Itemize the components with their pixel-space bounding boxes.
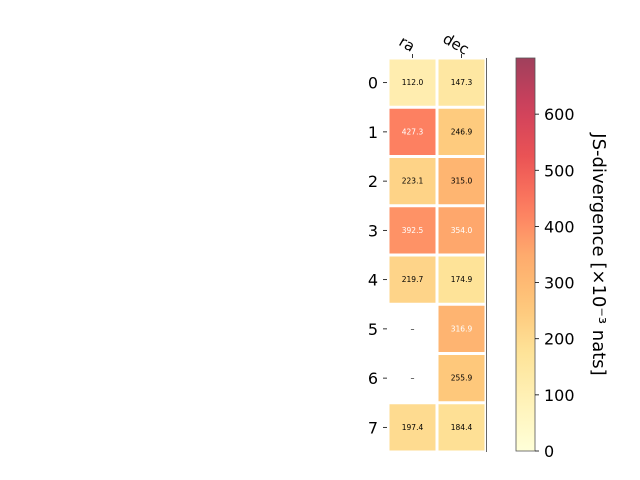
colorbar-label: JS-divergence [×10⁻³ nats] [588,132,609,375]
cell-value-label: 255.9 [451,374,473,383]
colorbar-tick-label: 100 [544,386,575,405]
cell-value-label: 246.9 [451,127,473,136]
heatmap-cell [438,404,485,451]
colorbar-tick-label: 600 [544,105,575,124]
heatmap-cell [438,207,485,254]
row-tick-label: 2 [368,172,378,191]
row-tick-label: 6 [368,369,378,388]
heatmap-cell [389,108,436,155]
cell-value-label: 197.4 [402,423,424,432]
colorbar-tick-label: 0 [544,442,554,461]
colorbar-bar [515,57,536,452]
colorbar-tick-label: 300 [544,274,575,293]
heatmap-cell [389,59,436,106]
column-tick-label: ra [396,32,418,55]
heatmap-cell [438,108,485,155]
heatmap-cell [438,355,485,402]
cell-value-label: 112.0 [402,78,424,87]
row-tick-label: 0 [368,74,378,93]
cell-value-label: 316.9 [451,324,473,333]
row-tick-label: 1 [368,123,378,142]
heatmap-cell [389,404,436,451]
heatmap-cell [389,207,436,254]
cell-value-label: 354.0 [451,226,473,235]
cell-value-label: 315.0 [451,177,473,186]
cell-missing-label: – [411,324,415,333]
row-tick-label: 5 [368,320,378,339]
cell-value-label: 219.7 [402,275,424,284]
cell-value-label: 392.5 [402,226,424,235]
column-tick-label: dec [440,30,472,59]
colorbar-tick-label: 200 [544,330,575,349]
heatmap-cell [438,256,485,303]
colorbar-tick-label: 500 [544,161,575,180]
row-tick-label: 3 [368,221,378,240]
cell-value-label: 223.1 [402,177,424,186]
heatmap-cell [438,158,485,205]
colorbar: 0 100 200 300 400 500 600 JS-divergence [×10⁻³ … [515,57,609,461]
heatmap-cell [438,59,485,106]
heatmap: 112.0 147.3 427.3 246.9 223.1 315.0 392.5 354.0… [368,30,487,452]
row-tick-label: 7 [368,418,378,437]
cell-value-label: 184.4 [451,423,473,432]
cell-value-label: 174.9 [451,275,473,284]
colorbar-tick-label: 400 [544,217,575,236]
row-tick-label: 4 [368,271,378,290]
heatmap-cell [389,158,436,205]
cell-value-label: 147.3 [451,78,473,87]
heatmap-cell [389,256,436,303]
heatmap-cell [438,305,485,352]
cell-missing-label: – [411,374,415,383]
cell-value-label: 427.3 [402,127,424,136]
